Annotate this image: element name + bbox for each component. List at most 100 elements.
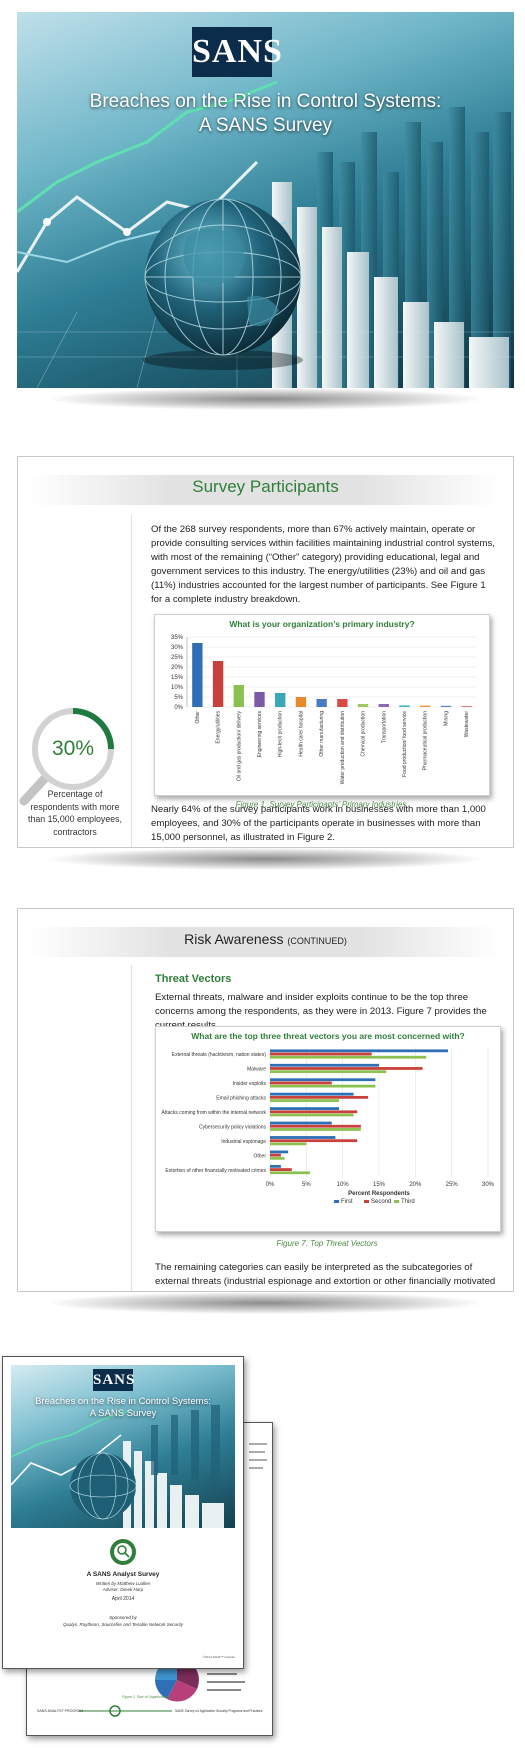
body-paragraph-1: External threats, malware and insider ex… xyxy=(155,992,487,1031)
body-paragraph-1: Of the 268 survey respondents, more than… xyxy=(151,524,495,605)
sans-logo-text: SANS xyxy=(93,1372,136,1388)
bar xyxy=(440,705,452,707)
y-tick-label: 20% xyxy=(171,665,184,671)
risk-awareness-page: Risk Awareness (CONTINUED) Threat Vector… xyxy=(17,908,514,1292)
cover-title-line1: Breaches on the Rise in Control Systems: xyxy=(89,91,442,112)
figure-7-title: What are the top three threat vectors yo… xyxy=(191,1031,465,1041)
category-label: External threats (hacktivism, nation sta… xyxy=(172,1052,267,1058)
panel-shadow xyxy=(50,848,480,870)
bar xyxy=(270,1049,449,1053)
y-tick-label: 5% xyxy=(174,695,183,701)
x-tick-label: Health care/ hospital xyxy=(298,711,304,757)
x-tick-label: 5% xyxy=(302,1182,311,1188)
sans-logo-text: SANS xyxy=(192,33,283,70)
back-page-caption: Figure 2. Size of Organizations xyxy=(122,1695,171,1699)
bar xyxy=(212,661,224,707)
front-cover-page: SANS Breaches on the Rise in Control Sys… xyxy=(2,1356,244,1669)
x-tick-label: 15% xyxy=(373,1182,386,1188)
left-column-rule xyxy=(131,515,132,847)
bar xyxy=(270,1150,289,1154)
figure-1-caption: Figure 1. Survey Participants’ Primary I… xyxy=(235,800,407,809)
copyright: ©2014 SANS™ Institute xyxy=(202,1655,235,1659)
category-label: Cybersecurity policy violations xyxy=(199,1124,266,1130)
industry-bar-chart: 0% 5% 10% 15% 20% 25% 30% 35% Other Energy/utilit… xyxy=(171,635,477,784)
front-cover-title: Breaches on the Rise in Control Systems:… xyxy=(11,1396,235,1420)
survey-participants-page: Survey Participants Of the 268 survey re… xyxy=(17,456,514,848)
bar xyxy=(270,1070,387,1074)
x-tick-label: Energy/utilities xyxy=(216,711,222,744)
category-label: Other xyxy=(253,1153,266,1159)
bar xyxy=(270,1124,361,1128)
left-column-rule xyxy=(131,965,132,1291)
bar xyxy=(192,643,203,707)
y-tick-label: 30% xyxy=(171,645,184,651)
x-tick-label: Pharmaceutical production xyxy=(423,711,429,770)
cover-title: Breaches on the Rise in Control Systems:… xyxy=(17,90,514,138)
bar xyxy=(275,693,286,707)
x-tick-label: 0% xyxy=(266,1182,275,1188)
x-tick-label: Oil and gas production/ delivery xyxy=(236,711,242,782)
bar xyxy=(270,1113,354,1117)
bar xyxy=(270,1156,285,1160)
figure-7-chart: What are the top three threat vectors yo… xyxy=(155,1026,501,1232)
sponsored-label: Sponsored by xyxy=(109,1615,137,1620)
bar xyxy=(254,692,265,707)
x-tick-label: 25% xyxy=(446,1182,459,1188)
front-cover-artwork xyxy=(11,1405,224,1528)
bar xyxy=(270,1092,354,1096)
back-page-footer-left: SANS ANALYST PROGRAM xyxy=(37,1709,84,1713)
bar xyxy=(337,699,348,707)
bar xyxy=(270,1084,376,1088)
category-label: Industrial espionage xyxy=(221,1139,266,1145)
publication-date: April 2014 xyxy=(111,1596,135,1602)
section-heading-text: Risk Awareness xyxy=(184,931,284,947)
cover-title-line2: A SANS Survey xyxy=(198,115,333,136)
front-cover-title-line1: Breaches on the Rise in Control Systems: xyxy=(35,1396,211,1407)
section-heading-suffix: (CONTINUED) xyxy=(287,936,347,946)
bar xyxy=(270,1063,379,1067)
body-paragraph-2: The remaining categories can easily be i… xyxy=(155,1262,496,1291)
legend-swatch xyxy=(394,1200,399,1203)
body-paragraph-2: Nearly 64% of the survey participants wo… xyxy=(151,804,486,843)
cover-artwork xyxy=(17,80,514,388)
threat-vectors-bar-chart: 0% 5% 10% 15% 20% 25% 30% External threats (hac… xyxy=(162,1047,495,1205)
back-page-footer-right: SANS Survey on Application Security Prog… xyxy=(175,1709,263,1713)
bar xyxy=(233,685,244,707)
bar xyxy=(270,1164,281,1168)
bar xyxy=(270,1095,369,1099)
bar xyxy=(270,1153,281,1157)
bar xyxy=(270,1110,358,1114)
bar xyxy=(270,1121,332,1125)
bar xyxy=(316,699,327,707)
figure-1-chart: What is your organization’s primary indu… xyxy=(154,614,490,796)
y-tick-label: 10% xyxy=(171,685,184,691)
x-tick-label: Other xyxy=(195,711,201,724)
legend-swatch xyxy=(364,1200,369,1203)
legend-label: Second xyxy=(371,1199,391,1205)
bar xyxy=(270,1128,361,1131)
y-tick-label: 25% xyxy=(171,655,184,661)
bar xyxy=(295,697,307,707)
sponsors-list: Qualys, Raytheon, Sourcefire and Tenable… xyxy=(63,1622,183,1627)
x-tick-label: Chemical production xyxy=(361,711,367,757)
bar xyxy=(378,704,389,707)
sans-logo: SANS xyxy=(93,1369,136,1391)
sans-logo: SANS xyxy=(192,27,283,77)
bar xyxy=(461,706,472,707)
callout-text: Percentage of respondents with more than… xyxy=(28,789,122,837)
x-tick-label: 20% xyxy=(409,1182,422,1188)
bar xyxy=(270,1052,372,1056)
x-tick-label: 10% xyxy=(337,1182,350,1188)
legend-label: Third xyxy=(401,1199,415,1205)
magnifier-icon xyxy=(19,708,114,806)
callout-percent: 30% xyxy=(51,737,95,760)
written-by: Written by Matthew Luallen xyxy=(95,1581,151,1586)
front-cover-art: SANS Breaches on the Rise in Control Sys… xyxy=(11,1365,235,1528)
y-tick-label: 35% xyxy=(171,635,184,641)
bar xyxy=(270,1055,427,1059)
bar xyxy=(270,1107,340,1110)
bar xyxy=(270,1142,307,1146)
figure-1-title: What is your organization’s primary indu… xyxy=(229,619,415,629)
x-axis-label: Percent Respondents xyxy=(348,1191,410,1197)
category-label: Malware xyxy=(247,1067,266,1073)
